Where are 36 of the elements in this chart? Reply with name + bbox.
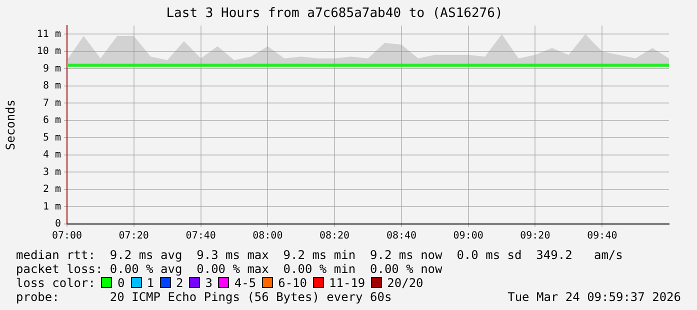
y-axis-title: Seconds [3, 100, 18, 150]
text: 20/20 [387, 276, 424, 290]
y-tick-label: 2 m [42, 184, 61, 196]
y-tick-label: 8 m [42, 80, 61, 92]
text: loss color: [16, 276, 96, 290]
text: 11-19 [329, 276, 366, 290]
text: median rtt: 9.2 ms avg 9.3 ms max 9.2 ms min 9.2 ms now 0.0 ms sd 349.2 am/s [16, 248, 623, 262]
y-tick-label: 11 m [36, 28, 61, 40]
y-tick-label: 10 m [36, 46, 61, 58]
text: 4-5 [234, 276, 256, 290]
x-tick-label: 09:00 [453, 230, 484, 242]
x-tick-label: 07:00 [52, 230, 82, 242]
text: 1 [146, 276, 154, 290]
text: 6-10 [278, 276, 308, 290]
text: 3 [205, 276, 212, 290]
x-tick-label: 08:20 [319, 230, 350, 242]
x-tick-label: 08:00 [252, 230, 283, 242]
text: probe: 20 ICMP Echo Pings (56 Bytes) every 60s [16, 290, 392, 304]
y-tick-label: 4 m [42, 150, 61, 161]
y-tick-label: 7 m [42, 98, 61, 109]
x-tick-label: 09:40 [587, 230, 618, 242]
x-tick-label: 07:20 [118, 230, 149, 242]
text: packet loss: 0.00 % avg 0.00 % max 0.00 % min 0.00 % now [16, 262, 442, 276]
chart-title: Last 3 Hours from a7c685a7ab40 to (AS16276) [166, 6, 503, 22]
y-tick-label: 0 [54, 218, 61, 230]
y-tick-label: 1 m [42, 201, 61, 212]
text: 0 [117, 276, 125, 290]
x-tick-label: 07:40 [186, 230, 216, 242]
y-tick-label: 5 m [42, 132, 61, 144]
x-tick-label: 08:40 [386, 230, 417, 242]
text: 2 [176, 276, 184, 290]
text: Tue Mar 24 09:59:37 2026 [508, 290, 681, 304]
y-tick-label: 6 m [42, 115, 61, 126]
x-tick-label: 09:20 [520, 230, 550, 242]
y-tick-label: 9 m [42, 63, 61, 74]
y-tick-label: 3 m [42, 166, 61, 178]
